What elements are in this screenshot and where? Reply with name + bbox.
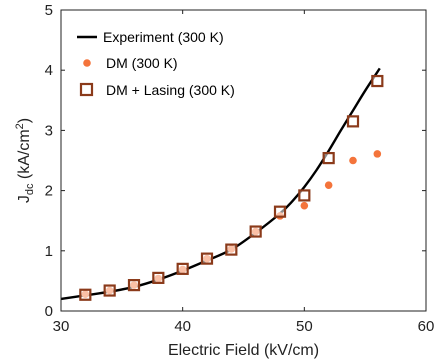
y-tick-label: 1 <box>45 243 53 260</box>
dm-point <box>373 150 382 158</box>
dm-lasing-point <box>371 74 384 88</box>
y-axis-label-sub: dc <box>24 183 36 195</box>
dm-point <box>324 181 333 189</box>
y-tick-label: 0 <box>45 303 53 320</box>
dm-lasing-point <box>298 189 311 202</box>
y-axis-label-unit-suffix: ) <box>16 118 33 123</box>
dm-point <box>300 201 309 210</box>
x-axis-label: Electric Field (kV/cm) <box>168 342 319 359</box>
legend-dm-label: DM (300 K) <box>106 55 178 71</box>
dm-lasing-point <box>225 243 238 256</box>
dm-lasing-point <box>249 225 262 238</box>
y-axis-label-sup: 2 <box>14 123 26 129</box>
legend-experiment-label: Experiment (300 K) <box>103 29 224 45</box>
y-tick-label: 4 <box>45 62 53 79</box>
dm-lasing-point <box>346 115 360 128</box>
x-tick-label: 40 <box>174 318 191 335</box>
y-axis-label-unit-prefix: (kA/cm <box>16 129 33 183</box>
dm-point <box>349 156 357 165</box>
x-tick-label: 60 <box>418 318 435 335</box>
dm-lasing-point <box>79 288 92 301</box>
dm-lasing-point <box>152 271 165 284</box>
x-tick-label: 30 <box>53 318 70 335</box>
legend-dm-lasing-label: DM + Lasing (300 K) <box>106 82 235 98</box>
legend: Experiment (300 K) DM (300 K) DM + Lasin… <box>77 29 235 98</box>
dm-lasing-point <box>322 151 335 165</box>
dm-lasing-point <box>273 205 287 218</box>
plot-area <box>60 67 384 301</box>
y-axis-label-prefix: J <box>16 195 33 203</box>
y-tick-label: 5 <box>45 2 53 19</box>
y-tick-label: 3 <box>45 122 53 139</box>
y-axis-label: Jdc (kA/cm2) <box>14 118 36 203</box>
axes-frame <box>60 9 427 312</box>
dm-lasing-point <box>127 279 141 292</box>
axis-ticks: 30 40 50 60 0 1 2 3 4 5 <box>45 2 435 335</box>
legend-dm-lasing-marker <box>79 82 94 97</box>
y-tick-label: 2 <box>45 183 53 200</box>
dm-lasing-point <box>103 284 116 297</box>
dm-lasing-point <box>200 252 214 265</box>
legend-dm-marker <box>83 59 91 67</box>
dm-lasing-point <box>176 262 189 275</box>
x-tick-label: 50 <box>296 318 313 335</box>
